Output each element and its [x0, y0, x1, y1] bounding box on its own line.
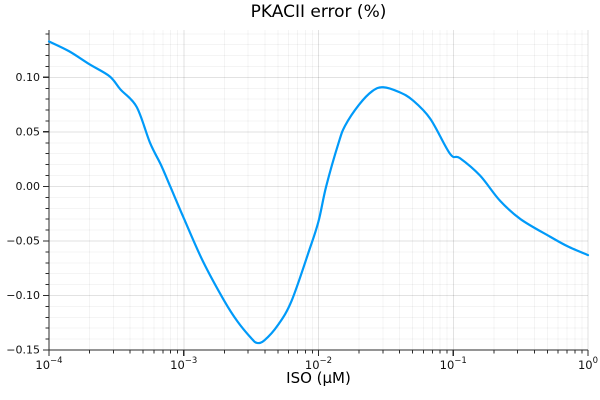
grid-lines: [49, 30, 589, 350]
y-tick-label: −0.05: [6, 235, 40, 248]
x-tick-label: 100: [578, 356, 598, 372]
axis-ticks: [43, 33, 589, 356]
y-tick-label: 0.05: [16, 126, 41, 139]
x-tick-label: 10−3: [170, 356, 197, 372]
x-tick-label: 10−2: [305, 356, 332, 372]
y-tick-label: −0.10: [6, 289, 40, 302]
x-tick-labels: 10−4 10−3 10−2 10−1 100: [35, 356, 598, 372]
chart-title: PKACII error (%): [250, 2, 387, 22]
y-tick-label: −0.15: [6, 344, 40, 357]
x-tick-label: 10−1: [440, 356, 467, 372]
x-tick-label: 10−4: [35, 356, 62, 372]
series-line-pkacii-error: [47, 40, 590, 345]
x-axis-label: ISO (μM): [286, 369, 351, 387]
y-tick-label: 0.00: [16, 180, 41, 193]
y-tick-labels: 0.10 0.05 0.00 −0.05 −0.10 −0.15: [6, 71, 40, 357]
y-tick-label: 0.10: [16, 71, 41, 84]
